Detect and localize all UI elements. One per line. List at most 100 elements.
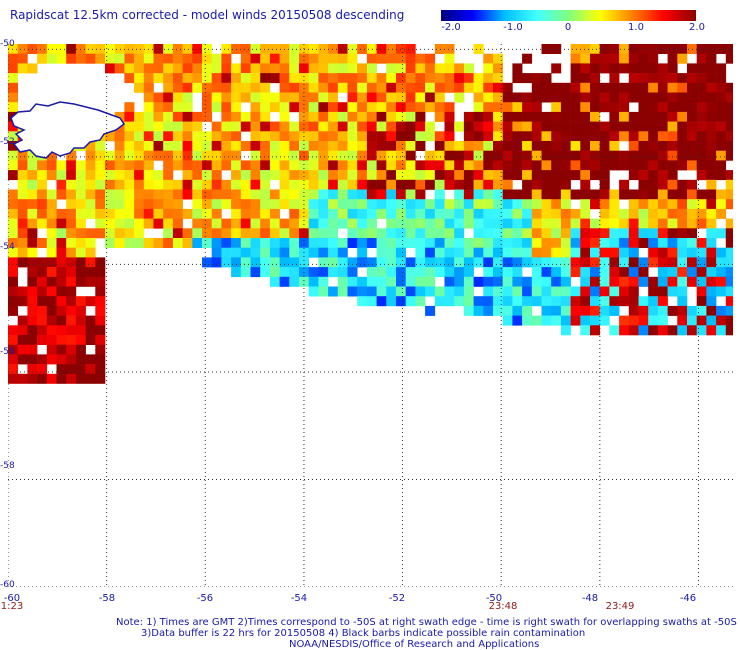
wind-diff-cell [502, 199, 513, 210]
wind-diff-cell [182, 189, 193, 200]
wind-diff-cell [211, 141, 222, 151]
wind-diff-cell [522, 131, 533, 142]
wind-diff-cell [696, 121, 707, 132]
lon-label-60: -60 [3, 593, 21, 604]
wind-diff-cell [551, 63, 562, 74]
wind-diff-cell [299, 102, 309, 113]
wind-diff-cell [677, 228, 688, 239]
wind-diff-cell [725, 247, 733, 258]
wind-diff-cell [153, 150, 164, 161]
wind-diff-cell [493, 63, 503, 74]
wind-diff-cell [8, 208, 18, 219]
wind-diff-cell [473, 92, 484, 103]
wind-diff-cell [522, 53, 533, 64]
wind-diff-cell [328, 111, 339, 122]
wind-diff-cell [95, 325, 106, 336]
wind-diff-cell [85, 247, 96, 258]
wind-diff-cell [143, 170, 154, 181]
wind-diff-cell [396, 121, 406, 132]
wind-diff-cell [687, 189, 697, 200]
wind-diff-cell [502, 189, 513, 200]
wind-diff-cell [163, 111, 174, 122]
wind-diff-cell [85, 141, 96, 151]
wind-diff-cell [425, 179, 436, 190]
wind-diff-cell [56, 335, 67, 345]
wind-diff-cell [134, 150, 145, 161]
wind-diff-cell [638, 53, 649, 64]
wind-diff-cell [17, 53, 28, 64]
wind-diff-cell [580, 44, 591, 54]
wind-diff-cell [95, 179, 106, 190]
wind-diff-cell [454, 238, 465, 248]
wind-diff-cell [541, 218, 552, 229]
wind-diff-cell [716, 305, 727, 316]
wind-diff-cell [531, 218, 542, 229]
wind-diff-cell [250, 73, 261, 84]
wind-diff-cell [66, 199, 77, 210]
wind-diff-cell [396, 63, 406, 74]
wind-diff-cell [75, 315, 86, 326]
wind-diff-cell [725, 111, 733, 122]
wind-diff-cell [260, 141, 271, 151]
wind-diff-cell [8, 160, 18, 171]
wind-diff-cell [667, 208, 678, 219]
wind-diff-cell [454, 73, 465, 84]
wind-diff-cell [202, 92, 212, 103]
wind-diff-cell [66, 218, 77, 229]
wind-diff-cell [386, 208, 397, 219]
wind-diff-cell [531, 150, 542, 161]
wind-diff-cell [124, 170, 135, 181]
wind-diff-cell [299, 208, 309, 219]
wind-diff-cell [250, 141, 261, 151]
wind-diff-cell [328, 53, 339, 64]
wind-diff-cell [289, 170, 300, 181]
wind-diff-cell [619, 218, 630, 229]
wind-diff-cell [56, 228, 67, 239]
wind-diff-cell [114, 131, 125, 142]
wind-diff-cell [677, 208, 688, 219]
wind-diff-cell [590, 189, 600, 200]
wind-diff-cell [541, 141, 552, 151]
wind-diff-cell [318, 160, 329, 171]
wind-diff-cell [95, 286, 106, 297]
wind-diff-cell [27, 276, 38, 287]
wind-diff-cell [357, 208, 368, 219]
wind-diff-cell [434, 160, 445, 171]
wind-difference-map[interactable] [8, 44, 733, 587]
wind-diff-cell [347, 218, 358, 229]
wind-diff-cell [328, 238, 339, 248]
wind-diff-cell [512, 141, 523, 151]
wind-diff-cell [260, 73, 271, 84]
wind-diff-cell [27, 160, 38, 171]
wind-diff-cell [328, 102, 339, 113]
wind-diff-cell [347, 208, 358, 219]
wind-diff-cell [376, 150, 387, 161]
wind-diff-cell [531, 238, 542, 248]
wind-diff-cell [590, 286, 600, 297]
wind-diff-cell [657, 189, 668, 200]
wind-diff-cell [590, 92, 600, 103]
wind-diff-cell [17, 286, 28, 297]
wind-diff-cell [299, 121, 309, 132]
wind-diff-cell [376, 238, 387, 248]
wind-diff-cell [580, 296, 591, 307]
wind-diff-cell [687, 257, 697, 268]
wind-diff-cell [299, 238, 309, 248]
wind-diff-cell [454, 141, 465, 151]
wind-diff-cell [599, 53, 610, 64]
wind-diff-cell [725, 296, 733, 307]
wind-diff-cell [95, 276, 106, 287]
wind-diff-cell [269, 102, 280, 113]
wind-diff-cell [37, 218, 48, 229]
map-panel[interactable] [8, 44, 733, 587]
wind-diff-cell [706, 111, 717, 122]
wind-diff-cell [463, 267, 474, 278]
wind-diff-cell [289, 92, 300, 103]
wind-diff-cell [134, 238, 145, 248]
wind-diff-cell [260, 179, 271, 190]
wind-diff-cell [17, 373, 28, 384]
wind-diff-cell [337, 53, 348, 64]
wind-diff-cell [366, 208, 377, 219]
wind-diff-cell [434, 150, 445, 161]
wind-diff-cell [46, 189, 57, 200]
